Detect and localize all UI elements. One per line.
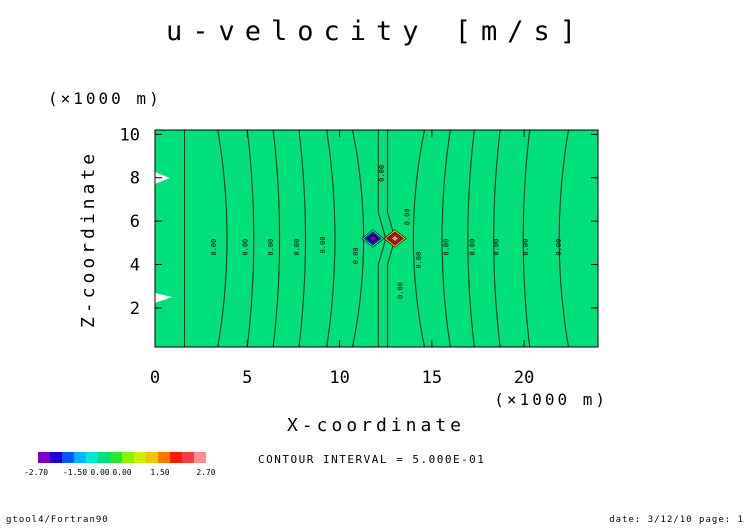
- boundary-notch-lower: [155, 293, 172, 303]
- plot-frame: [154, 129, 599, 348]
- plot-area: 0.00 0.00 0.00 0.00 0.00 0.00 0.00 0.00 0.00 0.00…: [154, 129, 599, 348]
- contour-labels: 0.00 0.00 0.00 0.00 0.00 0.00 0.00 0.00 0.00 0.00…: [210, 165, 563, 299]
- contour-line: [217, 129, 228, 348]
- colorbar-swatch: [122, 452, 134, 463]
- contour-line: [326, 129, 336, 348]
- colorbar-swatch: [146, 452, 158, 463]
- x-tick-label: 10: [329, 368, 349, 388]
- y-tick-label: 2: [130, 299, 140, 319]
- contour-line: [467, 129, 475, 348]
- x-tick-label: 15: [422, 368, 442, 388]
- maximum-contour: [390, 235, 400, 242]
- footer-left: gtool4/Fortran90: [6, 515, 109, 525]
- footer-right: date: 3/12/10 page: 1: [609, 515, 744, 525]
- contour-label: 0.00: [396, 282, 404, 299]
- contour-line: [298, 129, 306, 348]
- colorbar-swatch: [98, 452, 110, 463]
- colorbar-swatch: [110, 452, 122, 463]
- contour-line: [441, 129, 451, 348]
- contour-label: 0.00: [293, 239, 301, 256]
- colorbar-swatch: [62, 452, 74, 463]
- colorbar-swatch: [182, 452, 194, 463]
- contour-lines: [184, 129, 569, 348]
- colorbar-swatch: [158, 452, 170, 463]
- x-tick-label: 20: [514, 368, 534, 388]
- colorbar-swatch: [134, 452, 146, 463]
- extrema-markers: [361, 229, 407, 248]
- y-tick-label: 10: [120, 125, 140, 145]
- contour-label: 0.00: [522, 239, 530, 256]
- colorbar-label: 1.50: [150, 468, 169, 477]
- x-axis-label: X-coordinate: [287, 415, 465, 436]
- boundary-notch-upper: [155, 172, 170, 184]
- contour-label: 0.00: [378, 165, 386, 182]
- y-tick-label: 6: [130, 212, 140, 232]
- contour-label: 0.00: [352, 247, 360, 264]
- contour-line: [558, 129, 569, 348]
- x-tick-labels: 0 5 10 15 20: [150, 368, 535, 388]
- axis-ticks: [154, 130, 598, 347]
- contour-label: 0.00: [555, 239, 563, 256]
- colorbar-label: 0.00: [90, 468, 109, 477]
- contour-line: [272, 129, 281, 348]
- colorbar-swatch: [38, 452, 50, 463]
- colorbar-swatch: [194, 452, 206, 463]
- minimum-contour: [368, 235, 378, 242]
- contour-line: [493, 129, 501, 348]
- colorbar: [38, 452, 206, 463]
- contour-label: 0.00: [267, 239, 275, 256]
- y-tick-labels: 2 4 6 8 10: [120, 125, 140, 319]
- colorbar-swatch: [170, 452, 182, 463]
- x-tick-label: 5: [242, 368, 252, 388]
- contour-label: 0.00: [404, 208, 412, 225]
- y-tick-label: 4: [130, 256, 140, 276]
- contour-label: 0.00: [492, 239, 500, 256]
- colorbar-swatch: [74, 452, 86, 463]
- contour-label: 0.00: [415, 252, 423, 269]
- x-tick-label: 0: [150, 368, 160, 388]
- colorbar-swatch: [86, 452, 98, 463]
- contour-label: 0.00: [241, 239, 249, 256]
- colorbar-label: 0.00: [112, 468, 131, 477]
- colorbar-label: -2.70: [24, 468, 48, 477]
- chart-title: u-velocity [m/s]: [166, 16, 586, 47]
- contour-label: 0.00: [468, 239, 476, 256]
- contour-line: [412, 129, 425, 348]
- contour-label: 0.00: [319, 237, 327, 254]
- y-tick-label: 8: [130, 169, 140, 189]
- x-unit-label: (×1000 m): [494, 390, 608, 409]
- contour-line: [246, 129, 255, 348]
- contour-line: [522, 129, 531, 348]
- colorbar-label: -1.50: [63, 468, 87, 477]
- y-unit-label: (×1000 m): [48, 89, 162, 108]
- contour-interval-text: CONTOUR INTERVAL = 5.000E-01: [258, 453, 485, 466]
- y-axis-label: Z-coordinate: [78, 150, 99, 328]
- contour-label: 0.00: [442, 239, 450, 256]
- colorbar-swatch: [50, 452, 62, 463]
- contour-label: 0.00: [210, 239, 218, 256]
- colorbar-label: 2.70: [196, 468, 215, 477]
- colorbar-labels: -2.70 -1.50 0.00 0.00 1.50 2.70: [24, 468, 216, 477]
